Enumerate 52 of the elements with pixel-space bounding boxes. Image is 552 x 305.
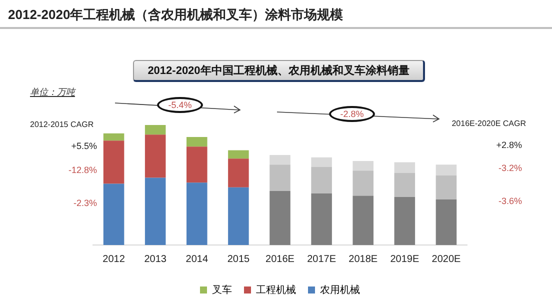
chart-title: 2012-2020年工程机械（含农用机械和叉车）涂料市场规模 [8, 6, 344, 24]
text: -3.6% [498, 195, 522, 207]
x-tick-label: 2014 [186, 254, 208, 265]
bar [228, 187, 249, 245]
bar [144, 134, 166, 178]
x-tick-label: 2016E [266, 254, 295, 265]
legend-label: 叉车 [212, 284, 232, 296]
bar [144, 125, 166, 135]
x-tick-label: 2012 [102, 254, 126, 265]
text: -3.2% [498, 162, 522, 174]
bar [103, 184, 124, 245]
bar [103, 133, 124, 141]
annotation: +5.5% [71, 140, 97, 152]
bar [311, 193, 332, 245]
bar [436, 199, 457, 245]
text: 单位：万吨 [30, 86, 75, 98]
bar [352, 161, 374, 171]
bar [270, 164, 290, 191]
bar [270, 191, 290, 245]
x-tick-label: 2020E [432, 254, 462, 265]
text: -2.8% [329, 106, 375, 122]
legend-label: 农用机械 [320, 284, 360, 296]
annotation: -2.3% [73, 197, 97, 209]
legend-label: 工程机械 [256, 284, 296, 296]
bar [270, 155, 290, 165]
bar [103, 140, 124, 184]
bar [144, 178, 166, 245]
annotation: 2012-2015 CAGR [30, 119, 94, 131]
x-tick-label: 2015 [227, 254, 250, 265]
bar [186, 137, 208, 147]
bar [311, 167, 332, 194]
x-tick-label: 2013 [144, 254, 167, 265]
bar [228, 150, 249, 159]
bar [352, 196, 374, 245]
bar [311, 157, 332, 167]
bar [436, 164, 457, 176]
annotation: 2016E-2020E CAGR [452, 118, 526, 130]
bar [436, 175, 457, 200]
bar [394, 173, 416, 197]
bar [186, 146, 208, 183]
chart-subtitle: 2012-2020年中国工程机械、农用机械和叉车涂料销量 [133, 60, 425, 82]
bar [228, 158, 249, 188]
x-tick-label: 2017E [307, 254, 336, 265]
bar [186, 182, 208, 245]
bar [352, 170, 374, 196]
x-tick-label: 2019E [390, 254, 420, 265]
text: +2.8% [496, 139, 522, 151]
text: -5.4% [157, 97, 203, 113]
bar [394, 162, 416, 173]
annotation: -12.8% [68, 164, 97, 176]
x-tick-label: 2018E [348, 254, 378, 265]
bar [394, 197, 416, 245]
